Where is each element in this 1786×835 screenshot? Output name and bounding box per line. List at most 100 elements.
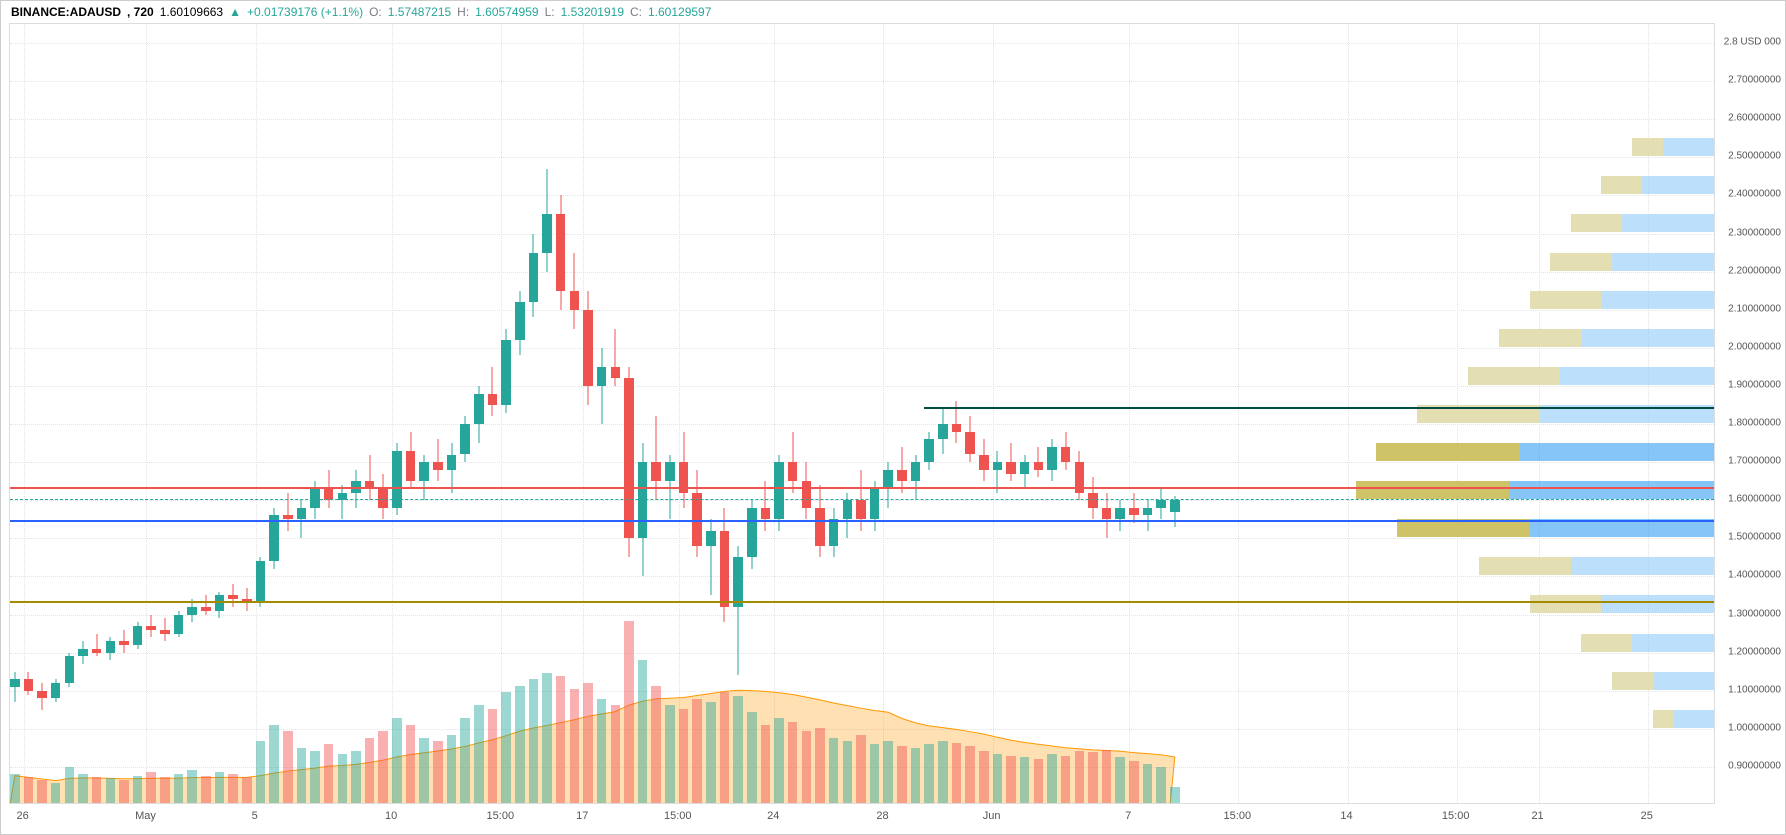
volume-bar (993, 754, 1003, 803)
volume-bar (665, 705, 675, 803)
volume-bar (774, 718, 784, 803)
volume-bar (474, 705, 484, 803)
volume-profile-bar (1581, 634, 1632, 652)
volume-bar (829, 738, 839, 803)
y-axis-label: 2.20000000 (1728, 265, 1781, 276)
horizontal-line[interactable] (10, 487, 1714, 489)
volume-bar (338, 754, 348, 803)
x-axis[interactable]: 26May51015:001715:002428Jun715:001415:00… (9, 804, 1715, 834)
volume-bar (733, 696, 743, 803)
y-axis-label: 2.40000000 (1728, 189, 1781, 200)
chart-container[interactable]: BINANCE:ADAUSD , 720 1.60109663 ▲ +0.017… (0, 0, 1786, 835)
volume-bar (529, 679, 539, 803)
volume-bar (1143, 764, 1153, 803)
gridline (10, 43, 1714, 44)
volume-profile-bar (1376, 443, 1519, 461)
volume-bar (706, 702, 716, 803)
volume-bar (611, 705, 621, 803)
y-axis-label: 1.10000000 (1728, 684, 1781, 695)
x-axis-label: 25 (1641, 810, 1653, 822)
up-arrow-icon: ▲ (229, 5, 241, 19)
volume-bar (119, 780, 129, 803)
x-axis-label: 24 (767, 810, 779, 822)
y-axis-label: 1.40000000 (1728, 570, 1781, 581)
vgridline (679, 24, 680, 803)
high-value: 1.60574959 (475, 5, 538, 19)
horizontal-line[interactable] (10, 601, 1714, 603)
volume-bar (911, 748, 921, 803)
y-axis-label: 2.8 USD 000 (1724, 37, 1781, 48)
y-axis[interactable]: 2.8 USD 0002.700000002.600000002.5000000… (1715, 23, 1785, 804)
horizontal-line[interactable] (924, 407, 1714, 409)
volume-bar (92, 777, 102, 803)
volume-profile-bar (1479, 557, 1571, 575)
volume-bar (351, 751, 361, 803)
open-value: 1.57487215 (388, 5, 451, 19)
volume-bar (856, 735, 866, 803)
horizontal-line[interactable] (10, 499, 1714, 500)
last-price: 1.60109663 (160, 5, 223, 19)
volume-bar (1061, 756, 1071, 803)
volume-bar (324, 744, 334, 803)
y-axis-label: 1.60000000 (1728, 494, 1781, 505)
horizontal-line[interactable] (10, 520, 1714, 522)
volume-bar (1034, 759, 1044, 803)
volume-bar (447, 735, 457, 803)
vgridline (501, 24, 502, 803)
x-axis-label: 28 (876, 810, 888, 822)
volume-bar (310, 751, 320, 803)
volume-bar (37, 780, 47, 803)
gridline (10, 576, 1714, 577)
volume-bar (201, 776, 211, 803)
gridline (10, 424, 1714, 425)
x-axis-label: 15:00 (1224, 810, 1252, 822)
volume-bar (106, 778, 116, 803)
volume-bar (1088, 752, 1098, 803)
volume-bar (542, 673, 552, 803)
volume-bar (802, 731, 812, 803)
volume-bar (952, 743, 962, 803)
x-axis-label: 21 (1531, 810, 1543, 822)
volume-bar (51, 783, 61, 803)
vgridline (774, 24, 775, 803)
volume-bar (78, 774, 88, 803)
y-axis-label: 1.90000000 (1728, 379, 1781, 390)
chart-plot-area[interactable]: 1.841939301.631469271.601295971.54672261… (9, 23, 1715, 804)
vgridline (1129, 24, 1130, 803)
y-axis-label: 2.70000000 (1728, 75, 1781, 86)
volume-bar (269, 725, 279, 803)
volume-profile-bar (1632, 138, 1663, 156)
volume-bar (215, 772, 225, 803)
x-axis-label: 15:00 (664, 810, 692, 822)
low-value: 1.53201919 (561, 5, 624, 19)
x-axis-label: 26 (17, 810, 29, 822)
timeframe: 720 (134, 5, 154, 19)
chart-header: BINANCE:ADAUSD , 720 1.60109663 ▲ +0.017… (11, 5, 711, 19)
volume-profile-bar (1530, 291, 1602, 309)
volume-bar (720, 692, 730, 803)
volume-bar (146, 772, 156, 803)
volume-bar (24, 777, 34, 803)
gridline (10, 310, 1714, 311)
price-change: +0.01739176 (+1.1%) (247, 5, 363, 19)
y-axis-label: 1.00000000 (1728, 722, 1781, 733)
volume-bar (187, 770, 197, 803)
symbol[interactable]: BINANCE:ADAUSD (11, 5, 121, 19)
x-axis-label: 15:00 (1442, 810, 1470, 822)
gridline (10, 272, 1714, 273)
volume-bar (815, 728, 825, 803)
volume-bar (10, 774, 20, 803)
gridline (10, 157, 1714, 158)
vgridline (1238, 24, 1239, 803)
close-value: 1.60129597 (648, 5, 711, 19)
volume-bar (378, 731, 388, 803)
volume-bar (638, 660, 648, 803)
volume-bar (488, 709, 498, 803)
vgridline (993, 24, 994, 803)
y-axis-label: 2.00000000 (1728, 341, 1781, 352)
gridline (10, 691, 1714, 692)
volume-bar (979, 751, 989, 803)
volume-bar (1129, 761, 1139, 803)
vgridline (146, 24, 147, 803)
x-axis-label: Jun (983, 810, 1001, 822)
